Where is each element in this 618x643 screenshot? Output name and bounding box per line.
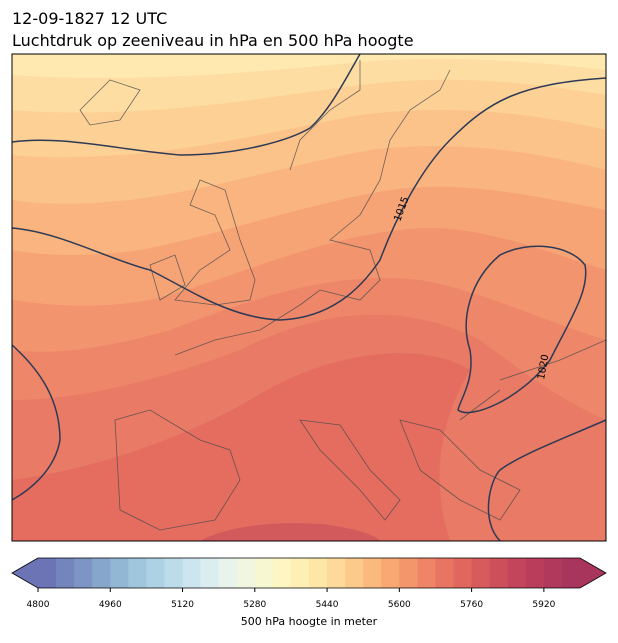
colorbar-bin (92, 558, 111, 588)
colorbar-tick-label: 4960 (99, 600, 122, 610)
colorbar-bin (381, 558, 400, 588)
colorbar-tick-label: 4800 (27, 600, 50, 610)
colorbar-bin (417, 558, 436, 588)
colorbar-bin (290, 558, 310, 588)
colorbar-bin (453, 558, 473, 588)
subtitle: Luchtdruk op zeeniveau in hPa en 500 hPa… (12, 31, 414, 50)
colorbar-bin (399, 558, 418, 588)
colorbar-bin (525, 558, 545, 588)
colorbar-tick-label: 5440 (316, 600, 339, 610)
colorbar-bin (146, 558, 165, 588)
colorbar-bin (254, 558, 274, 588)
colorbar-bin (435, 558, 455, 588)
colorbar-bin (489, 558, 509, 588)
title: 12-09-1827 12 UTC (12, 9, 167, 28)
colorbar-extend (580, 558, 606, 588)
colorbar-tick-label: 5120 (171, 600, 194, 610)
map: 1015 1020 (12, 54, 606, 541)
colorbar-bin (182, 558, 202, 588)
colorbar-bin (345, 558, 364, 588)
colorbar-bin (363, 558, 382, 588)
colorbar-bin (309, 558, 328, 588)
colorbar-label: 500 hPa hoogte in meter (241, 615, 378, 628)
colorbar-tick-label: 5920 (532, 600, 555, 610)
colorbar-bin (272, 558, 292, 588)
colorbar-bin (543, 558, 563, 588)
colorbar-tick-label: 5280 (243, 600, 266, 610)
colorbar-bin (561, 558, 581, 588)
colorbar-bin (471, 558, 491, 588)
colorbar-bin (38, 558, 57, 588)
colorbar-bin (327, 558, 346, 588)
colorbar-extend (12, 558, 38, 588)
colorbar-bin (128, 558, 147, 588)
colorbar-tick-label: 5600 (388, 600, 411, 610)
colorbar-bin (110, 558, 129, 588)
map-frame (11, 53, 607, 542)
colorbar-bin (507, 558, 527, 588)
colorbar: 4800 4960 5120 5280 5440 5600 5760 5920 (11, 557, 607, 610)
isobar-label: 1020 (536, 354, 551, 381)
colorbar-bin (218, 558, 238, 588)
colorbar-outline (11, 557, 607, 589)
colorbar-bin (164, 558, 184, 588)
colorbar-bin (56, 558, 75, 588)
colorbar-bin (74, 558, 93, 588)
colorbar-tick-label: 5760 (460, 600, 483, 610)
colorbar-bin (200, 558, 220, 588)
colorbar-bin (236, 558, 256, 588)
